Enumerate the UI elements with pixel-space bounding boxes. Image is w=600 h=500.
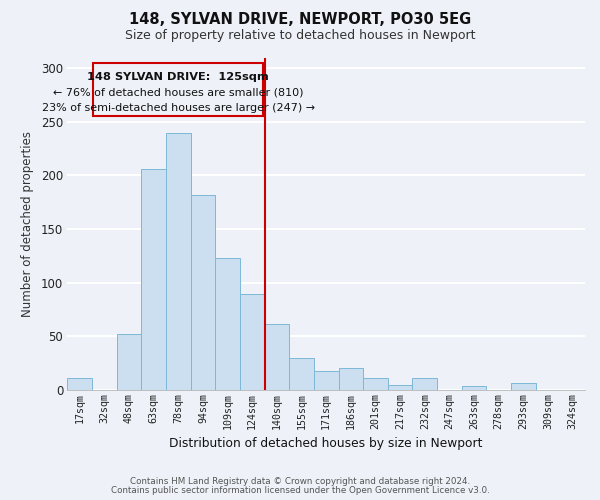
Text: ← 76% of detached houses are smaller (810): ← 76% of detached houses are smaller (81…: [53, 88, 304, 98]
X-axis label: Distribution of detached houses by size in Newport: Distribution of detached houses by size …: [169, 437, 483, 450]
Bar: [363, 378, 388, 390]
Text: 148 SYLVAN DRIVE:  125sqm: 148 SYLVAN DRIVE: 125sqm: [88, 72, 269, 82]
Bar: [240, 294, 265, 390]
Bar: [462, 386, 487, 390]
Bar: [388, 384, 412, 390]
Bar: [265, 324, 289, 390]
Bar: [289, 358, 314, 390]
Bar: [314, 370, 338, 390]
Bar: [166, 132, 191, 390]
Bar: [67, 378, 92, 390]
Bar: [116, 334, 142, 390]
FancyBboxPatch shape: [93, 63, 263, 116]
Bar: [191, 194, 215, 390]
Bar: [142, 169, 166, 390]
Text: 23% of semi-detached houses are larger (247) →: 23% of semi-detached houses are larger (…: [42, 103, 315, 113]
Y-axis label: Number of detached properties: Number of detached properties: [21, 130, 34, 316]
Text: 148, SYLVAN DRIVE, NEWPORT, PO30 5EG: 148, SYLVAN DRIVE, NEWPORT, PO30 5EG: [129, 12, 471, 28]
Text: Contains public sector information licensed under the Open Government Licence v3: Contains public sector information licen…: [110, 486, 490, 495]
Bar: [215, 258, 240, 390]
Bar: [338, 368, 363, 390]
Bar: [412, 378, 437, 390]
Text: Size of property relative to detached houses in Newport: Size of property relative to detached ho…: [125, 29, 475, 42]
Bar: [511, 384, 536, 390]
Text: Contains HM Land Registry data © Crown copyright and database right 2024.: Contains HM Land Registry data © Crown c…: [130, 477, 470, 486]
